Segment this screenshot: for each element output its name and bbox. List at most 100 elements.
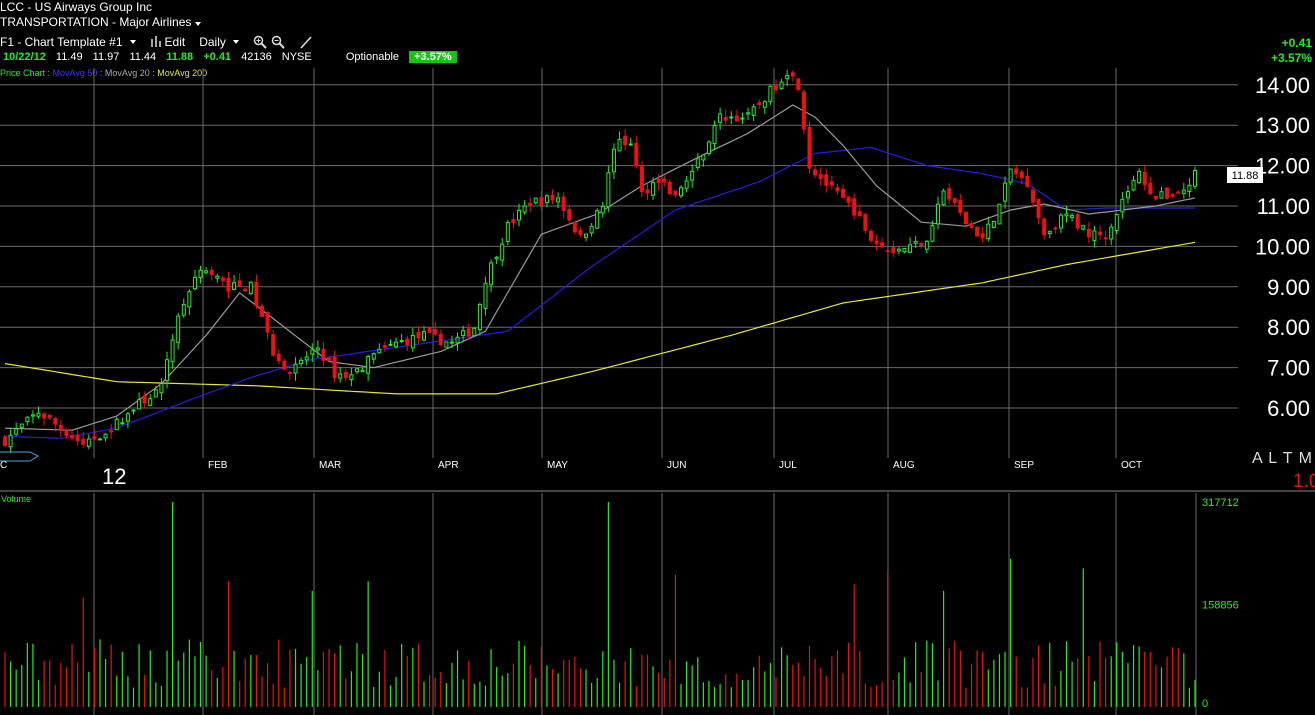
quote-open: 11.49 xyxy=(55,51,83,63)
legend-ma200: MovAvg 200 xyxy=(157,68,208,78)
candle-body xyxy=(327,357,332,361)
candle-body xyxy=(572,221,577,233)
candle-body xyxy=(539,197,544,206)
quote-high: 11.97 xyxy=(92,51,120,63)
candle-body xyxy=(690,170,695,181)
candle-body xyxy=(885,250,890,253)
month-label: MAR xyxy=(319,460,341,471)
candle-body xyxy=(321,348,326,361)
candle-body xyxy=(1153,195,1158,200)
candle-body xyxy=(511,219,516,224)
candle-body xyxy=(209,269,214,275)
scroll-marker[interactable] xyxy=(0,451,40,462)
candle-body xyxy=(986,223,991,240)
ma20-line xyxy=(4,104,1196,431)
candle-body xyxy=(740,117,745,120)
sector-selector[interactable]: TRANSPORTATION - Major Airlines xyxy=(0,15,202,30)
candle-body xyxy=(924,240,929,250)
candle-body xyxy=(371,352,376,360)
quote-exchange: NYSE xyxy=(281,51,312,63)
candle-body xyxy=(494,256,499,260)
candle-body xyxy=(1165,187,1170,199)
candle-body xyxy=(952,198,957,203)
candle-body xyxy=(930,225,935,242)
candle-body xyxy=(902,248,907,253)
draw-tool-button[interactable] xyxy=(299,35,313,49)
candle-body xyxy=(338,373,343,379)
candle-body xyxy=(1019,171,1024,179)
candle-body xyxy=(187,291,192,308)
month-label: JUN xyxy=(667,460,686,471)
candle-body xyxy=(254,282,259,307)
candle-body xyxy=(53,417,58,425)
candle-body xyxy=(287,371,292,374)
candle-body xyxy=(712,125,717,145)
candle-body xyxy=(997,203,1002,225)
candle-body xyxy=(19,423,24,428)
candle-body xyxy=(1103,237,1108,240)
chevron-down-icon xyxy=(129,39,136,44)
moving-averages xyxy=(4,104,1196,439)
last-price-value: 11.88 xyxy=(1232,170,1259,182)
candle-body xyxy=(936,203,941,225)
candles xyxy=(3,69,1197,453)
candle-body xyxy=(1014,168,1019,175)
corner-value: 1.0 xyxy=(1293,471,1315,492)
candle-body xyxy=(259,305,264,317)
candle-body xyxy=(148,398,153,406)
candle-body xyxy=(1075,214,1080,229)
candle-body xyxy=(919,243,924,246)
price-tick-label: 12.00 xyxy=(1255,154,1310,179)
candle-body xyxy=(852,198,857,216)
candle-body xyxy=(623,135,628,146)
zoom-in-button[interactable] xyxy=(253,35,267,49)
candle-body xyxy=(215,275,220,279)
corner-letters[interactable]: A L T M L xyxy=(1252,450,1315,467)
candle-body xyxy=(606,172,611,208)
candle-body xyxy=(483,282,488,309)
candle-body xyxy=(913,240,918,244)
candle-body xyxy=(701,154,706,161)
change-percent-badge: +3.57% xyxy=(409,51,457,63)
month-label: APR xyxy=(438,460,459,471)
candle-body xyxy=(969,223,974,228)
candle-body xyxy=(489,262,494,286)
candle-body xyxy=(8,434,13,448)
chart-toolbar: F1 - Chart Template #1 Edit Daily xyxy=(0,33,327,50)
candle-body xyxy=(1142,171,1147,186)
legend-ma20: MovAvg 20 xyxy=(104,68,150,78)
candle-body xyxy=(773,85,778,91)
month-label: JUL xyxy=(779,460,797,471)
candle-body xyxy=(857,211,862,217)
candle-body xyxy=(684,180,689,189)
candle-body xyxy=(500,243,505,261)
period-dropdown[interactable]: Daily xyxy=(199,35,239,49)
candle-body xyxy=(528,202,533,206)
candle-body xyxy=(790,72,795,77)
chevron-down-icon xyxy=(195,22,202,26)
chevron-down-icon xyxy=(232,39,239,44)
month-label: OCT xyxy=(1121,460,1142,471)
candle-body xyxy=(81,438,86,445)
candle-body xyxy=(382,345,387,348)
edit-button[interactable]: Edit xyxy=(150,35,185,49)
candle-body xyxy=(611,148,616,173)
volume-tick-label: 0 xyxy=(1202,698,1208,710)
zoom-out-button[interactable] xyxy=(271,35,285,49)
candle-body xyxy=(343,371,348,378)
candle-body xyxy=(125,413,130,422)
candle-body xyxy=(360,370,365,373)
candle-body xyxy=(416,331,421,339)
candle-body xyxy=(75,434,80,442)
template-dropdown[interactable]: F1 - Chart Template #1 xyxy=(0,35,136,49)
change-summary: +0.41 +3.57% xyxy=(1271,36,1312,66)
candle-body xyxy=(3,436,7,446)
candle-body xyxy=(114,418,119,431)
candle-body xyxy=(366,356,371,374)
price-tick-label: 11.00 xyxy=(1257,194,1310,219)
price-tick-label: 6.00 xyxy=(1267,396,1310,421)
candle-body xyxy=(293,363,298,374)
candle-body xyxy=(578,229,583,236)
candle-body xyxy=(544,195,549,204)
